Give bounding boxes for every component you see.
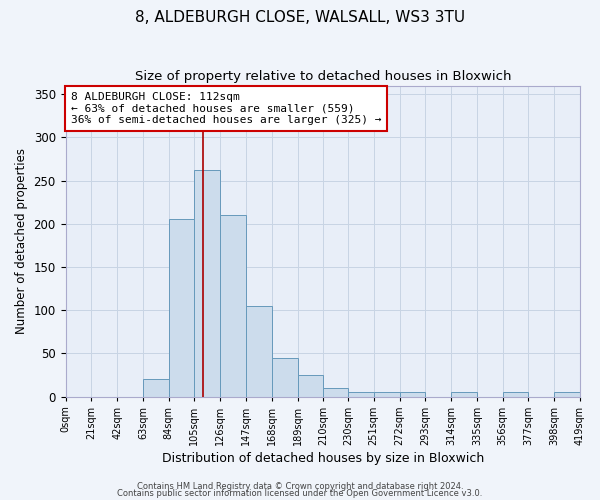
Text: 8, ALDEBURGH CLOSE, WALSALL, WS3 3TU: 8, ALDEBURGH CLOSE, WALSALL, WS3 3TU — [135, 10, 465, 25]
Bar — [323, 388, 348, 396]
Bar — [554, 392, 580, 396]
X-axis label: Distribution of detached houses by size in Bloxwich: Distribution of detached houses by size … — [161, 452, 484, 465]
Text: Contains HM Land Registry data © Crown copyright and database right 2024.: Contains HM Land Registry data © Crown c… — [137, 482, 463, 491]
Text: 8 ALDEBURGH CLOSE: 112sqm
← 63% of detached houses are smaller (559)
36% of semi: 8 ALDEBURGH CLOSE: 112sqm ← 63% of detac… — [71, 92, 381, 125]
Bar — [348, 392, 374, 396]
Bar — [298, 375, 323, 396]
Bar — [374, 392, 400, 396]
Bar — [246, 306, 272, 396]
Title: Size of property relative to detached houses in Bloxwich: Size of property relative to detached ho… — [134, 70, 511, 83]
Bar — [143, 380, 169, 396]
Bar — [169, 220, 194, 396]
Y-axis label: Number of detached properties: Number of detached properties — [15, 148, 28, 334]
Bar — [220, 215, 246, 396]
Text: Contains public sector information licensed under the Open Government Licence v3: Contains public sector information licen… — [118, 489, 482, 498]
Bar — [400, 392, 425, 396]
Bar — [272, 358, 298, 397]
Bar — [503, 392, 529, 396]
Bar — [194, 170, 220, 396]
Bar — [451, 392, 477, 396]
